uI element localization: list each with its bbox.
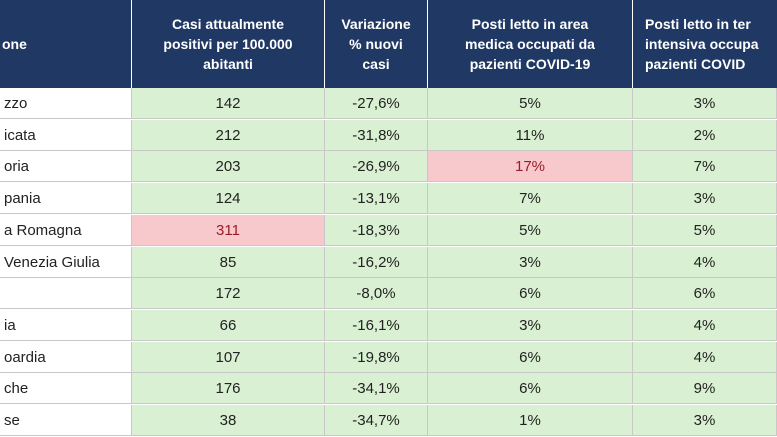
table-row: 172 -8,0% 6% 6% xyxy=(0,278,777,310)
header-row: one Casi attualmente positivi per 100.000 a… xyxy=(0,0,777,88)
header-line: medica occupati da xyxy=(465,36,595,52)
header-line: % nuovi xyxy=(349,36,403,52)
region-cell: pania xyxy=(0,183,132,215)
value-cell: 3% xyxy=(428,246,633,278)
value-cell: 4% xyxy=(633,341,777,373)
value-cell: 4% xyxy=(633,246,777,278)
value-cell: 7% xyxy=(633,151,777,183)
value-cell: -27,6% xyxy=(325,88,428,119)
value-cell: -34,7% xyxy=(325,405,428,436)
header-line: Posti letto in ter xyxy=(645,16,751,32)
value-cell: 38 xyxy=(132,405,325,436)
value-cell: 6% xyxy=(428,278,633,310)
header-line: pazienti COVID-19 xyxy=(469,56,591,72)
value-cell: 4% xyxy=(633,309,777,341)
value-cell: 3% xyxy=(633,405,777,436)
value-cell: 3% xyxy=(633,88,777,119)
value-cell: 176 xyxy=(132,373,325,405)
header-line: casi xyxy=(362,56,390,72)
region-cell: zzo xyxy=(0,88,132,119)
value-cell: 85 xyxy=(132,246,325,278)
value-cell: 11% xyxy=(428,119,633,151)
header-line: Variazione xyxy=(341,16,411,32)
header-cell: Casi attualmente positivi per 100.000 abit… xyxy=(132,0,325,88)
value-cell: 2% xyxy=(633,119,777,151)
region-cell: Venezia Giulia xyxy=(0,246,132,278)
header-line: positivi per 100.000 xyxy=(163,36,293,52)
header-cell: one xyxy=(0,0,132,88)
value-cell: -18,3% xyxy=(325,214,428,246)
header-line: abitanti xyxy=(203,56,253,72)
header-line: Casi attualmente xyxy=(171,16,285,32)
region-cell: oardia xyxy=(0,341,132,373)
header-line: pazienti COVID xyxy=(645,56,746,72)
region-cell: se xyxy=(0,405,132,436)
table-row: pania 124 -13,1% 7% 3% xyxy=(0,183,777,215)
value-cell: 66 xyxy=(132,309,325,341)
value-cell: 107 xyxy=(132,341,325,373)
table-row: oardia 107 -19,8% 6% 4% xyxy=(0,341,777,373)
value-cell: -13,1% xyxy=(325,183,428,215)
header-cell: Posti letto in ter intensiva occupa pazien… xyxy=(633,0,777,88)
header-cell: Variazione % nuovi casi xyxy=(325,0,428,88)
table-row: ia 66 -16,1% 3% 4% xyxy=(0,309,777,341)
table-row: che 176 -34,1% 6% 9% xyxy=(0,373,777,405)
value-cell: 5% xyxy=(428,214,633,246)
value-cell: 17% xyxy=(428,151,633,183)
value-cell: 9% xyxy=(633,373,777,405)
value-cell: 6% xyxy=(633,278,777,310)
region-cell xyxy=(0,278,132,310)
value-cell: -16,2% xyxy=(325,246,428,278)
header-cell: Posti letto in area medica occupati da paz… xyxy=(428,0,633,88)
value-cell: 124 xyxy=(132,183,325,215)
value-cell: 212 xyxy=(132,119,325,151)
value-cell: -19,8% xyxy=(325,341,428,373)
value-cell: -8,0% xyxy=(325,278,428,310)
value-cell: 5% xyxy=(428,88,633,119)
value-cell: 142 xyxy=(132,88,325,119)
value-cell: -31,8% xyxy=(325,119,428,151)
value-cell: -26,9% xyxy=(325,151,428,183)
table-row: se 38 -34,7% 1% 3% xyxy=(0,405,777,436)
table-row: oria 203 -26,9% 17% 7% xyxy=(0,151,777,183)
value-cell: 3% xyxy=(428,309,633,341)
table-row: icata 212 -31,8% 11% 2% xyxy=(0,119,777,151)
table-row: a Romagna 311 -18,3% 5% 5% xyxy=(0,214,777,246)
value-cell: 6% xyxy=(428,341,633,373)
header-line: Posti letto in area xyxy=(471,16,589,32)
region-cell: icata xyxy=(0,119,132,151)
header-line: one xyxy=(2,36,27,52)
value-cell: 311 xyxy=(132,214,325,246)
value-cell: 7% xyxy=(428,183,633,215)
value-cell: -34,1% xyxy=(325,373,428,405)
table-row: zzo 142 -27,6% 5% 3% xyxy=(0,88,777,119)
region-cell: oria xyxy=(0,151,132,183)
region-cell: a Romagna xyxy=(0,214,132,246)
header-line: intensiva occupa xyxy=(645,36,759,52)
value-cell: 203 xyxy=(132,151,325,183)
table-row: Venezia Giulia 85 -16,2% 3% 4% xyxy=(0,246,777,278)
region-cell: che xyxy=(0,373,132,405)
value-cell: 1% xyxy=(428,405,633,436)
value-cell: 6% xyxy=(428,373,633,405)
value-cell: -16,1% xyxy=(325,309,428,341)
region-cell: ia xyxy=(0,309,132,341)
value-cell: 172 xyxy=(132,278,325,310)
value-cell: 3% xyxy=(633,183,777,215)
value-cell: 5% xyxy=(633,214,777,246)
